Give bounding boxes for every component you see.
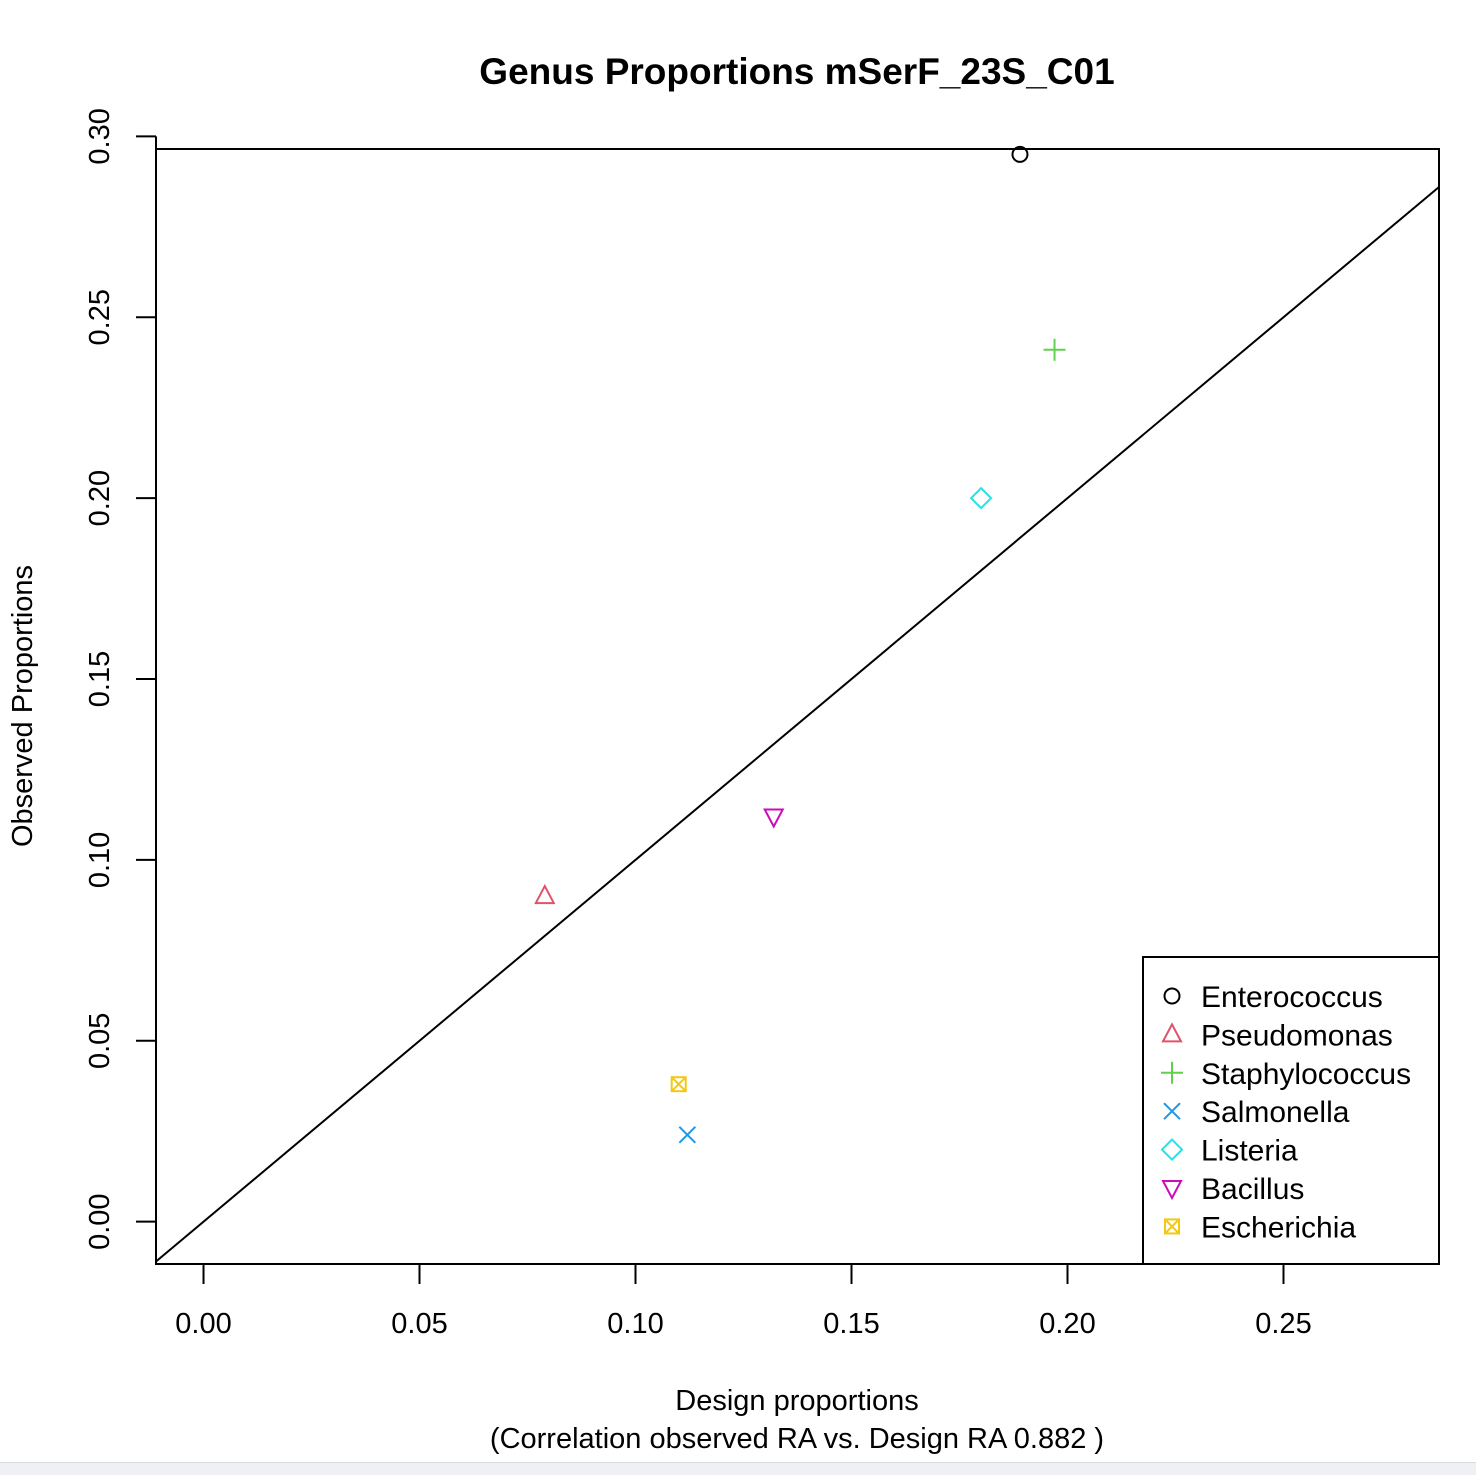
window-bottom-edge [0, 1462, 1476, 1475]
legend-label: Enterococcus [1201, 981, 1383, 1014]
legend-label: Salmonella [1201, 1096, 1350, 1129]
x-axis-label-correlation: (Correlation observed RA vs. Design RA 0… [490, 1423, 1104, 1455]
legend-marker [1161, 1022, 1183, 1043]
y-tick-label: 0.20 [84, 470, 116, 526]
data-point-salmonella [678, 1126, 697, 1144]
legend: Enterococcus Pseudomonas Staphylococcus Sal… [1142, 956, 1440, 1265]
legend-marker [1164, 1218, 1180, 1235]
data-point-listeria [969, 486, 993, 510]
y-tick-label: 0.25 [84, 289, 116, 345]
reference-line [155, 186, 1440, 1263]
legend-label: Bacillus [1201, 1173, 1304, 1206]
x-tick-label: 0.10 [607, 1308, 663, 1340]
x-tick-label: 0.00 [175, 1308, 231, 1340]
data-point-pseudomonas [534, 883, 556, 905]
y-tick-label: 0.00 [84, 1193, 116, 1249]
data-point-bacillus [763, 808, 785, 829]
legend-marker [1161, 1061, 1183, 1084]
data-point-escherichia [670, 1076, 687, 1093]
chart-title: Genus Proportions mSerF_23S_C01 [479, 51, 1114, 92]
legend-box [1142, 956, 1440, 1265]
y-tick-label: 0.05 [84, 1013, 116, 1069]
legend-marker [1160, 1138, 1184, 1162]
data-point-enterococcus [1011, 145, 1029, 163]
x-tick-label: 0.25 [1255, 1308, 1311, 1340]
plot-frame [155, 148, 1440, 1265]
data-marks [155, 145, 1440, 1263]
x-tick-label: 0.05 [391, 1308, 447, 1340]
x-tick-label: 0.20 [1039, 1308, 1095, 1340]
legend-label: Listeria [1201, 1135, 1298, 1168]
legend-marker [1163, 1102, 1181, 1120]
y-tick-label: 0.10 [84, 832, 116, 888]
legend-label: Staphylococcus [1201, 1058, 1411, 1091]
y-axis-label: Observed Proportions [7, 565, 39, 847]
y-tick-label: 0.15 [84, 651, 116, 707]
axes: 0.00 0.05 0.10 0.15 0.20 0.25 0.00 0.05 0.10 0.15… [84, 108, 1312, 1340]
legend-label: Pseudomonas [1201, 1019, 1393, 1052]
y-tick-label: 0.30 [84, 108, 116, 164]
legend-marker [1163, 987, 1181, 1005]
legend-marker [1161, 1180, 1183, 1201]
data-point-staphylococcus [1043, 338, 1066, 361]
x-axis-label: Design proportions [675, 1385, 918, 1417]
legend-label: Escherichia [1201, 1211, 1356, 1244]
x-tick-label: 0.15 [823, 1308, 879, 1340]
